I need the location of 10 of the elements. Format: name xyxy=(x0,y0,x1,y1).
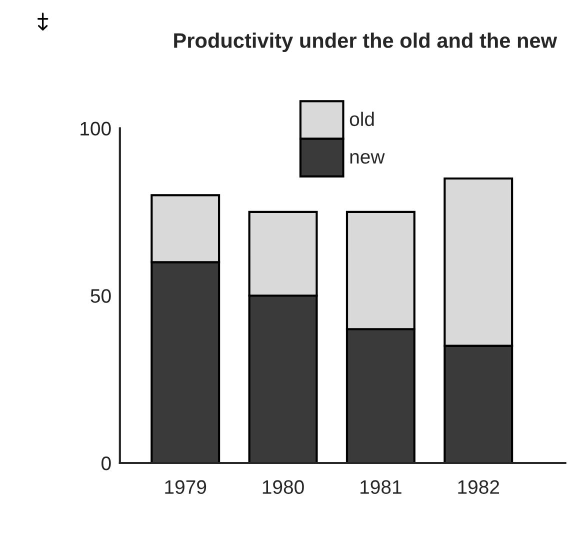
y-tick-label: 0 xyxy=(102,456,111,470)
x-tick-label: 1980 xyxy=(262,480,304,494)
x-tick-label: 1982 xyxy=(458,480,500,494)
legend-label: old xyxy=(350,112,374,126)
y-tick-label: 100 xyxy=(80,122,111,136)
legend-label: new xyxy=(350,153,385,164)
x-tick-label: 1981 xyxy=(360,480,402,494)
x-tick-label: 1979 xyxy=(165,480,206,494)
chart-title: Productivity under the old and the new xyxy=(174,32,558,52)
y-tick-label: 50 xyxy=(90,289,111,303)
